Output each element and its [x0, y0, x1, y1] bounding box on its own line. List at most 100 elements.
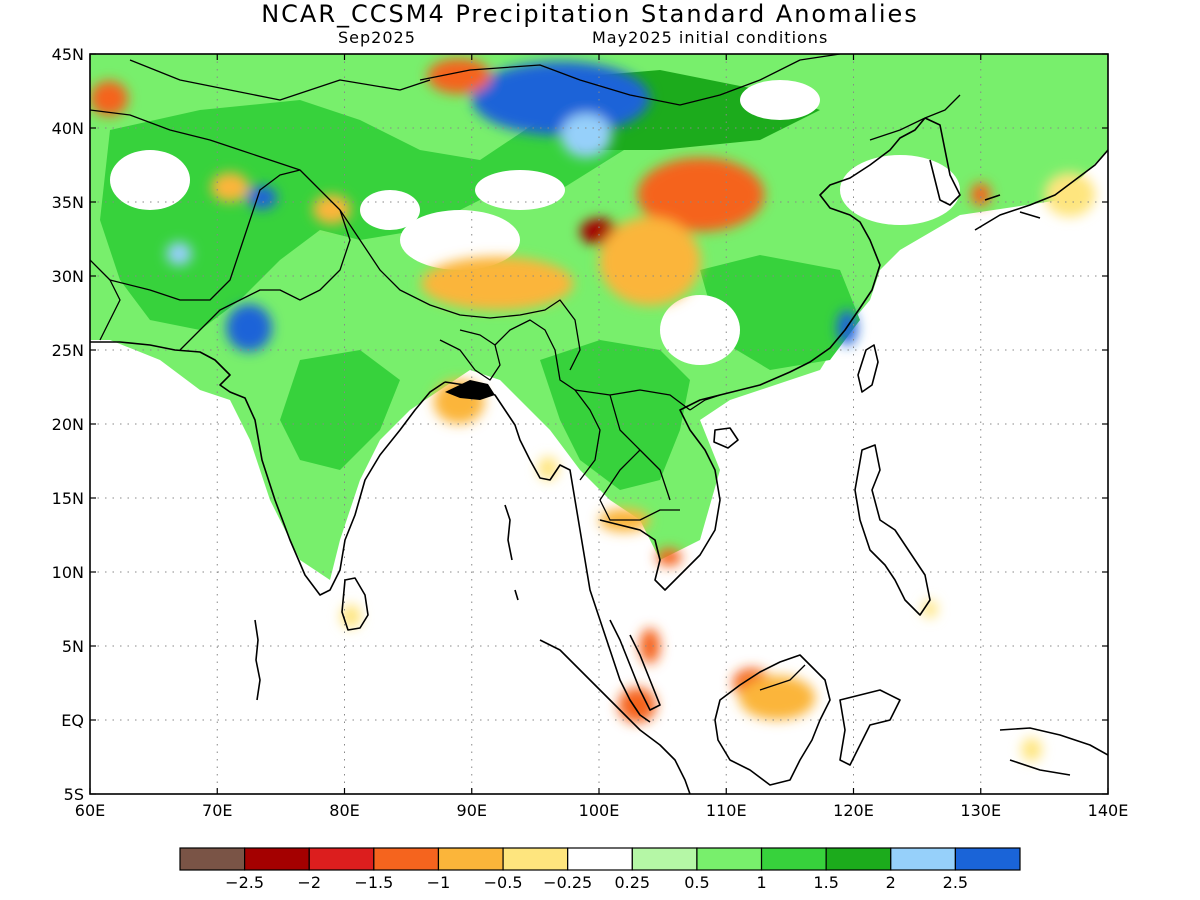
- x-axis-ticks: 60E 70E 80E 90E 100E 110E 120E 130E 140E: [75, 54, 1129, 820]
- border-malaysia-borneo: [759, 664, 806, 691]
- colorbar-swatch: [179, 847, 246, 871]
- colorbar-label: −2.5: [225, 873, 264, 892]
- anomaly-region: [471, 61, 650, 136]
- x-tick-label: 60E: [75, 801, 105, 820]
- colorbar-label: 1: [756, 873, 766, 892]
- neutral-patch: [475, 170, 565, 210]
- colorbar-swatch: [954, 847, 1021, 871]
- colorbar-label: −1.5: [354, 873, 393, 892]
- border-himalaya: [339, 209, 581, 371]
- neutral-patch: [740, 80, 820, 120]
- land-anomaly-fill-india-east: [280, 350, 400, 470]
- colorbar-label: 2: [886, 873, 896, 892]
- anomaly-regions: [90, 58, 1096, 762]
- border-central-asia: [90, 59, 431, 211]
- anomaly-region: [599, 216, 701, 306]
- anomaly-region: [226, 304, 272, 352]
- y-tick-label: 40N: [52, 119, 84, 138]
- anomaly-region: [637, 157, 765, 232]
- anomaly-region: [90, 80, 129, 117]
- coastline-korea: [924, 117, 961, 206]
- y-tick-label: 15N: [52, 489, 84, 508]
- colorbar-label: 2.5: [943, 873, 968, 892]
- anomaly-region: [560, 113, 612, 158]
- neutral-patch: [660, 295, 740, 365]
- neutral-patch: [400, 210, 520, 270]
- colorbar-swatch: [567, 847, 633, 871]
- forecast-month-label: Sep2025: [338, 28, 416, 47]
- border-indochina: [574, 389, 691, 521]
- border-iran: [90, 259, 121, 341]
- coastline-japan: [974, 149, 1108, 231]
- coastline-borneo: [714, 654, 831, 786]
- colorbar-label: −0.5: [484, 873, 523, 892]
- colorbar-swatch: [825, 847, 892, 871]
- coastline-arabian-sea-india: [90, 341, 446, 596]
- anomaly-region: [246, 185, 278, 210]
- colorbar-swatch: [437, 847, 504, 871]
- y-axis-ticks: 45N 40N 35N 30N 25N 20N 15N 10N 5N EQ 5S: [52, 45, 1108, 804]
- land-neutral-patches: [110, 80, 960, 365]
- anomaly-region: [210, 172, 250, 202]
- anomaly-region: [639, 628, 661, 664]
- y-tick-label: 25N: [52, 341, 84, 360]
- figure-title: NCAR_CCSM4 Precipitation Standard Anomal…: [261, 0, 919, 28]
- y-tick-label: 30N: [52, 267, 84, 286]
- border-china-mongolia: [419, 54, 841, 106]
- neutral-patch: [110, 150, 190, 210]
- land-anomaly-fill-indochina: [540, 340, 690, 490]
- coastline-new-guinea: [999, 727, 1108, 776]
- initial-conditions-label: May2025 initial conditions: [592, 28, 829, 47]
- y-tick-label: 10N: [52, 563, 84, 582]
- anomaly-region: [420, 256, 574, 311]
- anomaly-region: [1021, 737, 1042, 762]
- coastline-thailand-vietnam: [599, 389, 741, 591]
- border-bangladesh: [439, 329, 501, 381]
- coastline-sulawesi: [839, 689, 901, 766]
- x-tick-label: 140E: [1088, 801, 1129, 820]
- y-tick-label: 35N: [52, 193, 84, 212]
- coastline-hainan: [713, 427, 739, 449]
- colorbar-swatch: [308, 847, 375, 871]
- x-tick-label: 90E: [457, 801, 487, 820]
- colorbar-swatch: [244, 847, 310, 871]
- colorbar-label: 0.5: [684, 873, 709, 892]
- coastline-bay-of-bengal-myanmar: [444, 381, 651, 723]
- anomaly-region: [427, 58, 491, 94]
- anomaly-region: [166, 241, 192, 266]
- land-anomaly-fill-south-china: [700, 255, 860, 370]
- x-tick-label: 130E: [960, 801, 1001, 820]
- coastline-andaman-islands: [504, 504, 519, 601]
- colorbar-label: −0.25: [543, 873, 592, 892]
- coastline-malay-peninsula: [609, 619, 661, 711]
- coastline-sumatra: [539, 639, 691, 794]
- colorbar-swatch: [502, 847, 569, 871]
- border-myanmar: [494, 319, 601, 481]
- y-tick-label: 45N: [52, 45, 84, 64]
- coastline-sri-lanka: [341, 577, 369, 631]
- coastline-taiwan: [857, 344, 879, 393]
- y-tick-label: 5S: [64, 785, 84, 804]
- political-borders: [90, 54, 961, 691]
- colorbar: −2.5 −2 −1.5 −1 −0.5 −0.25 0.25 0.5 1 1.5 2 2.5: [179, 847, 1021, 892]
- anomaly-region: [1044, 172, 1096, 217]
- colorbar-swatch: [890, 847, 956, 871]
- colorbar-swatch: [373, 847, 440, 871]
- anomaly-region: [537, 456, 559, 481]
- anomaly-region: [738, 675, 816, 720]
- anomaly-region: [970, 182, 991, 207]
- y-tick-label: EQ: [61, 711, 84, 730]
- neutral-patch: [360, 190, 420, 230]
- anomaly-region: [312, 194, 351, 225]
- colorbar-swatch: [760, 847, 827, 871]
- coastline-maldives: [254, 619, 261, 701]
- ganges-delta-mark: [445, 380, 495, 400]
- x-tick-label: 100E: [579, 801, 620, 820]
- border-korea-china: [869, 94, 961, 141]
- colorbar-label: −2: [297, 873, 321, 892]
- map-plot-area: [90, 54, 1108, 794]
- colorbar-label: −1: [427, 873, 451, 892]
- y-tick-label: 20N: [52, 415, 84, 434]
